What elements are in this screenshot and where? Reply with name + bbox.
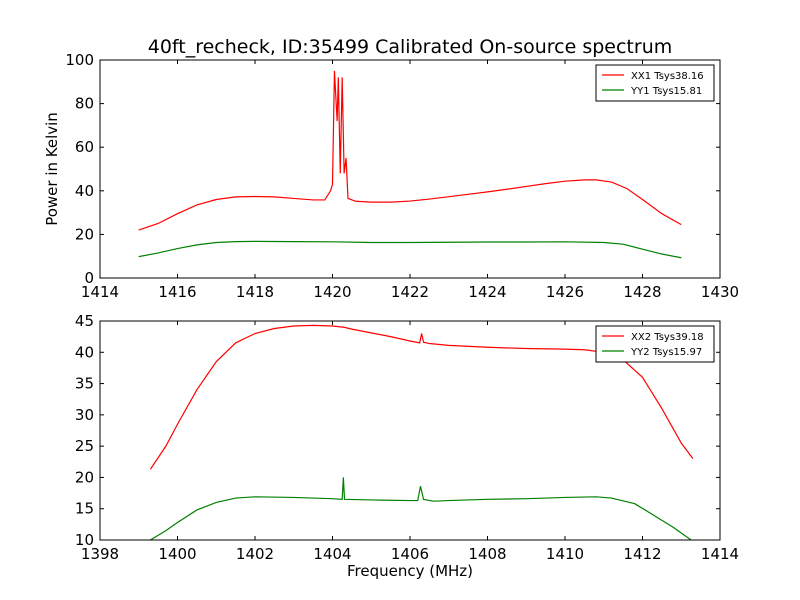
y-tick-label: 100 xyxy=(65,51,94,69)
x-tick-label: 1414 xyxy=(81,283,119,301)
x-tick-label: 1426 xyxy=(546,283,584,301)
series-line-1-2 xyxy=(138,240,682,259)
x-tick-label: 1402 xyxy=(236,545,274,563)
y-tick-label: 15 xyxy=(75,500,94,518)
chart-panel-2: 1398 1400 1402 1404 1406 1408 1410 1412 1414 10 15… xyxy=(75,312,739,563)
x-tick-label: 1422 xyxy=(391,283,429,301)
y-tick-label: 35 xyxy=(75,375,94,393)
x-tick-label: 1418 xyxy=(236,283,274,301)
x-tick-label: 1398 xyxy=(81,545,119,563)
y-tick-label: 40 xyxy=(75,182,94,200)
legend-box xyxy=(595,64,715,102)
legend: XX2 Tsys39.18 YY2 Tsys15.97 xyxy=(595,325,715,363)
x-tick-label: 1410 xyxy=(546,545,584,563)
series-line-1-1 xyxy=(138,70,682,231)
legend-label: XX2 Tsys39.18 xyxy=(631,332,704,343)
chart-title: 40ft_recheck, ID:35499 Calibrated On-sou… xyxy=(148,36,673,58)
y-tick-label: 25 xyxy=(75,437,94,455)
y-axis-label: Power in Kelvin xyxy=(43,112,61,226)
x-tick-label: 1416 xyxy=(158,283,196,301)
legend-label: XX1 Tsys38.16 xyxy=(631,71,704,82)
y-tick-label: 30 xyxy=(75,406,94,424)
x-tick-label: 1428 xyxy=(623,283,661,301)
x-tick-label: 1420 xyxy=(313,283,351,301)
y-tick-label: 45 xyxy=(75,312,94,330)
x-tick-label: 1424 xyxy=(468,283,506,301)
x-tick-label: 1406 xyxy=(391,545,429,563)
legend-label: YY2 Tsys15.97 xyxy=(630,347,702,358)
y-tick-label: 60 xyxy=(75,138,94,156)
x-axis-label: Frequency (MHz) xyxy=(347,562,473,580)
legend-label: YY1 Tsys15.81 xyxy=(630,86,702,97)
x-tick-label: 1408 xyxy=(468,545,506,563)
x-tick-label: 1400 xyxy=(158,545,196,563)
y-tick-label: 40 xyxy=(75,343,94,361)
legend-box xyxy=(595,325,715,363)
legend: XX1 Tsys38.16 YY1 Tsys15.81 xyxy=(595,64,715,102)
x-tick-label: 1430 xyxy=(701,283,739,301)
y-tick-label: 20 xyxy=(75,225,94,243)
chart-panel-1: 1414 1416 1418 1420 1422 1424 1426 1428 1430 0 20 4… xyxy=(65,51,739,301)
x-tick-label: 1414 xyxy=(701,545,739,563)
series-line-2-2 xyxy=(150,477,693,540)
y-tick-label: 20 xyxy=(75,468,94,486)
x-tick-label: 1404 xyxy=(313,545,351,563)
x-tick-label: 1412 xyxy=(623,545,661,563)
y-tick-label: 0 xyxy=(84,269,94,287)
y-tick-label: 80 xyxy=(75,95,94,113)
y-tick-label: 10 xyxy=(75,531,94,549)
plots-group: 1414 1416 1418 1420 1422 1424 1426 1428 1430 0 20 4… xyxy=(65,51,739,563)
